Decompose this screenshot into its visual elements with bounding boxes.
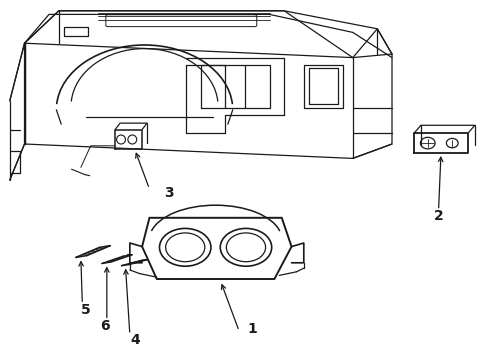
Text: 1: 1 [247, 323, 257, 336]
Text: 6: 6 [100, 319, 110, 333]
Text: 5: 5 [81, 303, 91, 316]
Text: 4: 4 [130, 333, 140, 347]
Text: 3: 3 [164, 186, 174, 199]
Text: 2: 2 [434, 209, 443, 223]
